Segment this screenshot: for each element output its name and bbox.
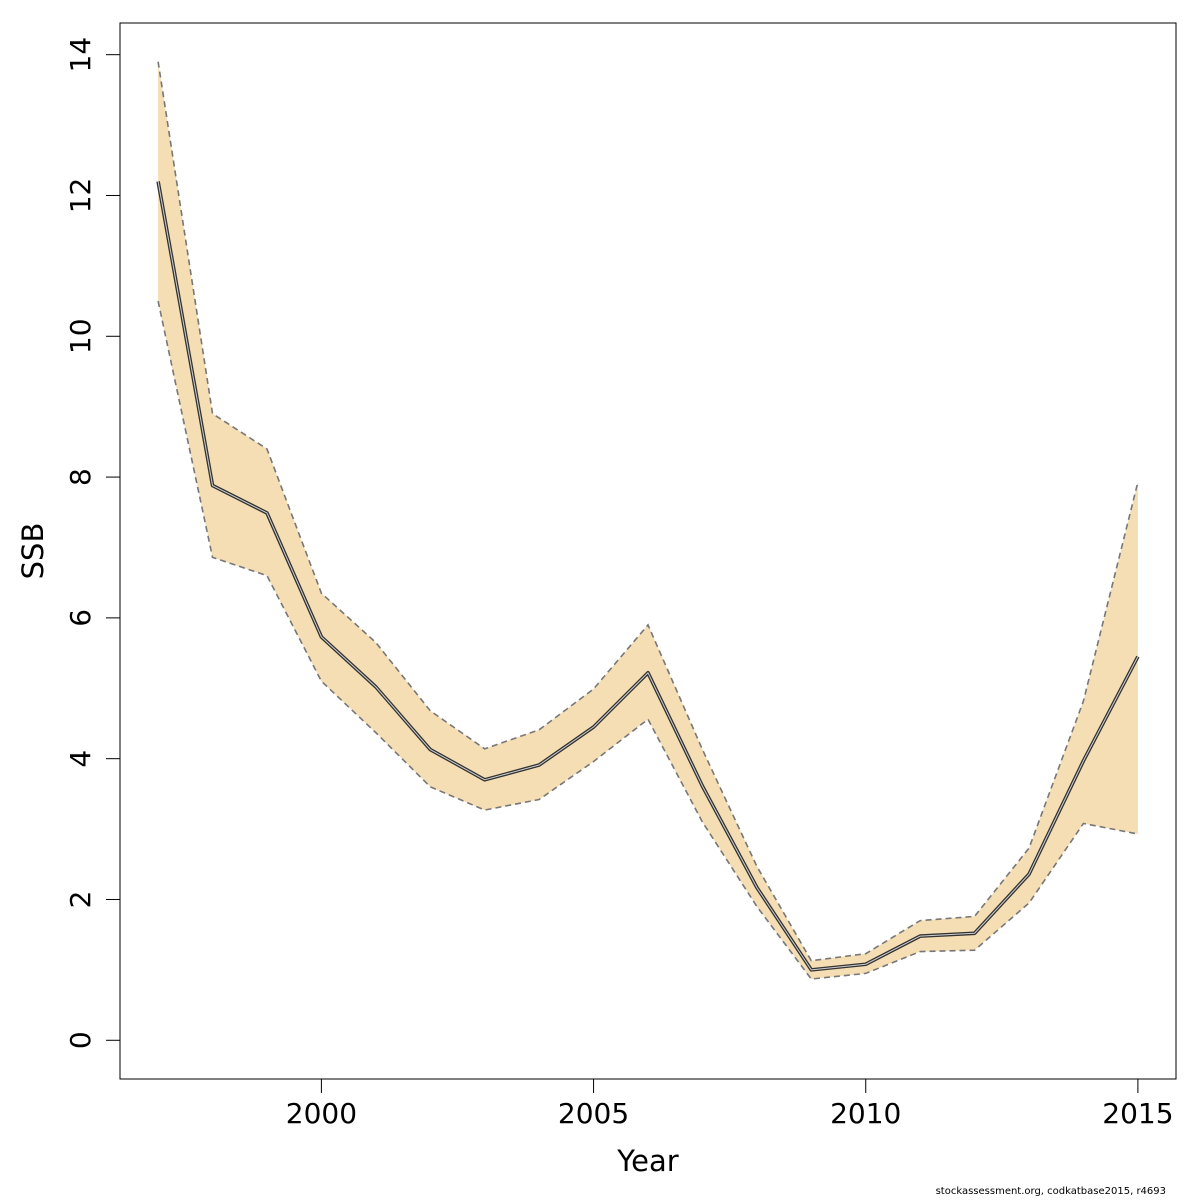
y-axis-title: SSB xyxy=(16,523,50,580)
y-tick-label: 8 xyxy=(64,468,97,486)
y-tick-label: 6 xyxy=(64,609,97,627)
axes-layer: 2000 2005 2010 2015 0 2 4 6 8 10 12 14 xyxy=(64,37,1174,1130)
y-tick-label: 2 xyxy=(64,891,97,909)
x-tick-label: 2000 xyxy=(286,1097,357,1130)
x-tick-label: 2010 xyxy=(830,1097,901,1130)
x-axis-title: Year xyxy=(616,1144,678,1178)
y-tick-label: 4 xyxy=(64,750,97,768)
y-tick-label: 14 xyxy=(64,37,97,73)
x-tick-label: 2015 xyxy=(1102,1097,1173,1130)
y-tick-label: 0 xyxy=(64,1031,97,1049)
confidence-band xyxy=(158,61,1138,980)
lines-layer xyxy=(156,61,1140,980)
footnote: stockassessment.org, codkatbase2015, r46… xyxy=(935,1186,1166,1197)
upper-bound-line xyxy=(157,61,1139,962)
confidence-band-layer xyxy=(158,61,1138,980)
ssb-estimate-line-inner xyxy=(157,181,1139,971)
x-tick-label: 2005 xyxy=(558,1097,629,1130)
lower-bound-line xyxy=(157,300,1139,980)
y-tick-label: 12 xyxy=(64,178,97,214)
y-tick-label: 10 xyxy=(64,318,97,354)
